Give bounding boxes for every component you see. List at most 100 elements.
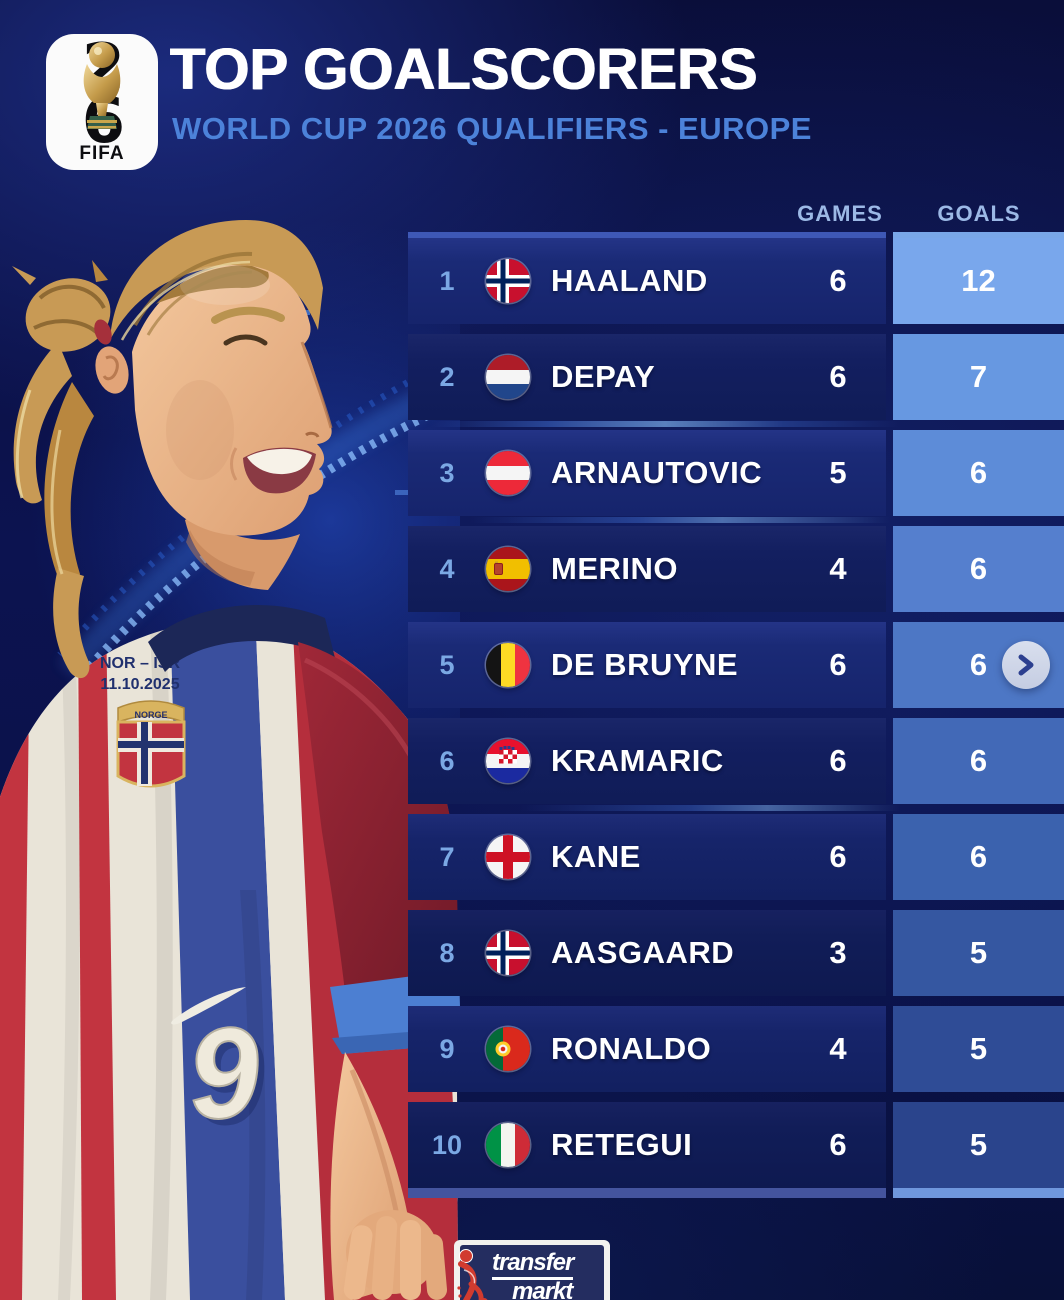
flag-england-icon [486, 835, 530, 879]
svg-text:9: 9 [189, 1006, 272, 1155]
flag-norway-icon [486, 931, 530, 975]
svg-text:NORGE: NORGE [134, 710, 167, 720]
hair-bun [25, 278, 111, 352]
table-row: 3 ARNAUTOVIC 5 6 [408, 430, 1064, 516]
goals-value: 5 [969, 935, 988, 970]
hair-tie [94, 319, 112, 345]
column-header-goals: GOALS [937, 201, 1021, 226]
goals-value: 6 [969, 647, 988, 682]
nose [300, 341, 333, 429]
rank-label: 5 [439, 649, 455, 680]
haaland-photo-illustration: NOR – ISR 11.10.2025 NORGE 9 9 [0, 220, 460, 1300]
flag-netherlands-icon [486, 355, 530, 399]
transfermarkt-logo: transfer markt [454, 1240, 610, 1300]
table-row: 8 AASGAARD 3 5 [408, 910, 1064, 996]
table-row: 1 HAALAND 6 12 [408, 238, 1064, 324]
rank-label: 1 [439, 265, 455, 296]
player-name: RONALDO [551, 1031, 712, 1066]
goals-value: 5 [969, 1127, 988, 1162]
more-arrow-button[interactable] [1002, 641, 1050, 689]
glitch-decor [430, 421, 900, 427]
head [12, 220, 333, 679]
games-value: 6 [829, 1127, 847, 1162]
transfermarkt-player-icon [457, 1249, 488, 1300]
table-row: 6 KRAMARIC 6 6 [408, 718, 1064, 804]
games-value: 6 [829, 263, 847, 298]
chevron-right-icon [1018, 654, 1034, 676]
nike-swoosh-icon [171, 987, 246, 1025]
games-value: 4 [829, 551, 847, 586]
rank-label: 4 [439, 553, 455, 584]
goals-value: 6 [969, 455, 988, 490]
player-name: RETEGUI [551, 1127, 693, 1162]
games-value: 6 [829, 839, 847, 874]
scorers-table: GAMES GOALS 1 HAALAND 6 12 2 [408, 196, 1064, 1198]
table-row: 9 RONALDO 4 5 [408, 1006, 1064, 1092]
games-value: 6 [829, 743, 847, 778]
rank-label: 9 [439, 1033, 455, 1064]
table-bottom-edge [408, 1188, 1064, 1198]
table-rows: 1 HAALAND 6 12 2 DEPAY 6 7 [408, 238, 1064, 1188]
games-value: 6 [829, 359, 847, 394]
games-value: 4 [829, 1031, 847, 1066]
games-value: 6 [829, 647, 847, 682]
rank-label: 7 [439, 841, 455, 872]
flag-belgium-icon [486, 643, 530, 687]
world-cup-trophy-icon [83, 42, 121, 129]
jersey-collar [148, 605, 335, 672]
player-name: HAALAND [551, 263, 708, 298]
table-row: 10 RETEGUI 6 5 [408, 1102, 1064, 1188]
games-value: 5 [829, 455, 847, 490]
fifa-wc26-logo: 2 6 FIFA [46, 34, 158, 170]
rank-label: 8 [439, 937, 455, 968]
goals-value: 6 [969, 743, 988, 778]
table-row: 5 DE BRUYNE 6 6 [408, 622, 1064, 708]
rank-label: 6 [439, 745, 455, 776]
glitch-decor [470, 517, 890, 523]
table-header: GAMES GOALS [408, 196, 1064, 232]
eyebrow [211, 306, 285, 324]
eye [223, 334, 268, 346]
norway-crest: NORGE [116, 700, 186, 788]
hand [343, 1210, 448, 1300]
player-name: DEPAY [551, 359, 656, 394]
flag-austria-icon [486, 451, 530, 495]
ear [95, 346, 129, 394]
svg-text:11.10.2025: 11.10.2025 [100, 676, 179, 693]
teeth [247, 448, 312, 475]
svg-text:9: 9 [182, 999, 265, 1148]
flag-portugal-icon [486, 1027, 530, 1071]
page-title: TOP GOALSCORERS [170, 37, 758, 102]
goals-value: 6 [969, 839, 988, 874]
flag-norway-icon [486, 259, 530, 303]
rank-label: 3 [439, 457, 455, 488]
games-value: 3 [829, 935, 847, 970]
table-row: 2 DEPAY 6 7 [408, 334, 1064, 420]
flag-croatia-icon [486, 739, 530, 783]
rank-label: 2 [439, 361, 455, 392]
player-name: AASGAARD [551, 935, 735, 970]
goals-value: 5 [969, 1031, 988, 1066]
player-name: ARNAUTOVIC [551, 455, 763, 490]
goals-value: 12 [961, 263, 996, 298]
fifa-label: FIFA [79, 143, 125, 164]
page-subtitle: WORLD CUP 2026 QUALIFIERS - EUROPE [172, 111, 812, 146]
brand-line-markt: markt [512, 1278, 573, 1300]
jersey-number: 9 9 [181, 998, 272, 1155]
player-name: KANE [551, 839, 641, 874]
table-row: 4 MERINO 4 6 [408, 526, 1064, 612]
goals-value: 6 [969, 551, 988, 586]
player-name: KRAMARIC [551, 743, 724, 778]
flag-spain-icon [486, 547, 530, 591]
player-name: MERINO [551, 551, 678, 586]
flag-italy-icon [486, 1123, 530, 1167]
table-top-edge [408, 232, 1064, 238]
player-name: DE BRUYNE [551, 647, 739, 682]
goals-value: 7 [969, 359, 988, 394]
glitch-decor [520, 805, 900, 811]
brand-line-transfer: transfer [492, 1249, 574, 1280]
rank-label: 10 [431, 1129, 463, 1160]
table-row: 7 KANE 6 6 [408, 814, 1064, 900]
column-header-games: GAMES [797, 201, 883, 226]
